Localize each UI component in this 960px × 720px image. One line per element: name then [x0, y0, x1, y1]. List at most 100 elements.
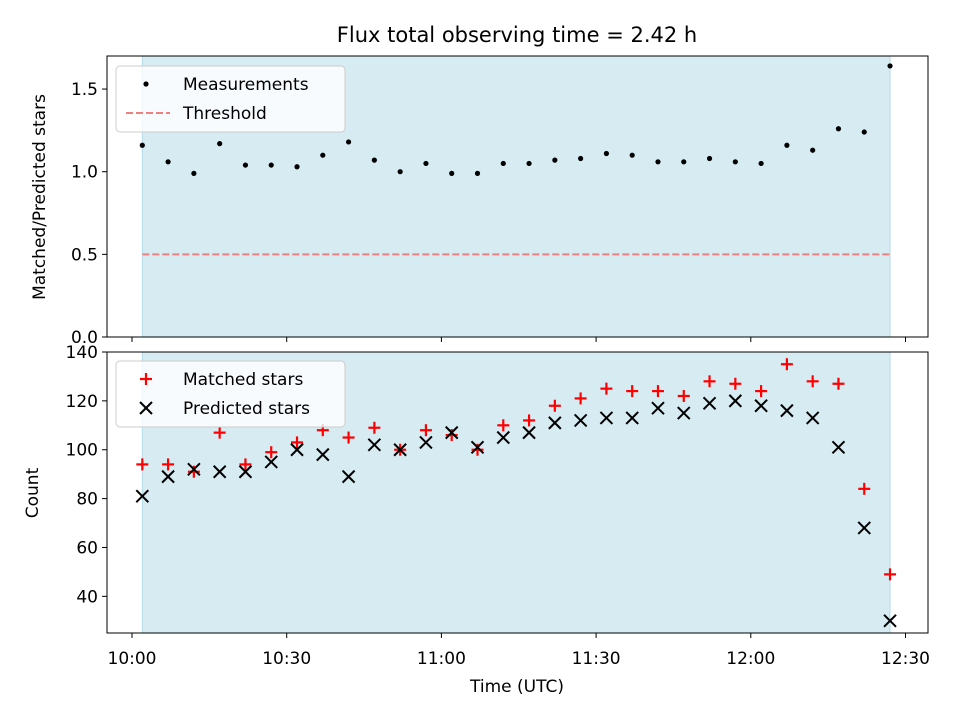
matched-star-point: [419, 424, 432, 437]
predicted-star-point: [316, 447, 330, 462]
matched-star-point: [651, 385, 664, 398]
bottom-y-tick-label: 60: [76, 538, 98, 558]
top-legend: Measurements Threshold: [115, 65, 346, 133]
top-y-axis-label: Matched/Predicted stars: [30, 94, 50, 300]
bottom-axes-frame: [106, 351, 929, 634]
predicted-star-point: [702, 396, 717, 411]
matched-star-point: [703, 375, 716, 388]
x-tick-label: 11:00: [417, 649, 466, 669]
measurement-point: [294, 164, 300, 170]
predicted-star-point: [264, 455, 278, 469]
predicted-star-point: [548, 416, 562, 430]
measurement-point: [603, 150, 610, 157]
top-y-tick-label: 0.5: [71, 245, 98, 265]
legend-threshold-label: Threshold: [182, 104, 267, 124]
predicted-star-point: [419, 435, 433, 450]
matched-star-point: [677, 389, 690, 402]
predicted-star-point: [496, 430, 510, 445]
predicted-star-point: [831, 440, 846, 455]
matched-star-point: [832, 377, 845, 390]
legend-predicted-marker: [139, 401, 153, 415]
bottom-y-axis-label: Count: [23, 467, 43, 518]
bottom-y-tick-label: 120: [66, 392, 98, 412]
top-legend-box: [115, 65, 346, 133]
predicted-star-point: [367, 438, 382, 452]
bottom-y-tick-label: 80: [76, 490, 98, 510]
top-y-tick-label: 1.0: [71, 163, 98, 183]
measurement-point: [732, 159, 738, 165]
predicted-star-point: [393, 443, 407, 457]
predicted-star-point: [445, 425, 459, 440]
measurement-point: [217, 141, 223, 147]
measurement-point: [706, 155, 713, 162]
predicted-star-point: [651, 401, 665, 415]
x-tick-label: 10:30: [262, 649, 311, 669]
predicted-star-point: [728, 394, 743, 408]
predicted-star-point: [677, 406, 691, 420]
chart-title: Flux total observing time = 2.42 h: [337, 23, 697, 47]
matched-star-point: [523, 414, 536, 427]
measurement-point: [397, 169, 403, 175]
matched-star-point: [445, 429, 458, 442]
predicted-star-point: [161, 469, 175, 484]
legend-predicted-label: Predicted stars: [183, 399, 310, 419]
measurement-point: [835, 126, 842, 132]
measurement-point: [655, 159, 661, 165]
matched-star-point: [600, 382, 613, 395]
measurement-point: [500, 160, 506, 167]
measurement-point: [268, 162, 274, 168]
bottom-y-tick-label: 100: [66, 441, 98, 461]
predicted-star-point: [573, 413, 588, 428]
matched-star-point: [729, 377, 742, 390]
measurement-point: [887, 63, 893, 69]
measurement-point: [552, 157, 558, 163]
predicted-star-point: [780, 403, 794, 418]
matched-star-point: [291, 436, 304, 449]
predicted-star-point: [187, 462, 201, 476]
legend-measurements-marker: [143, 81, 149, 87]
x-tick-label: 12:30: [881, 649, 930, 669]
measurement-point: [371, 157, 377, 163]
matched-star-point: [265, 446, 278, 459]
bottom-plot-area: 40 60 80 100 120 140 10:00 10:30 11:00 11:30 12:00…: [66, 343, 930, 669]
measurement-point: [423, 160, 429, 167]
x-axis-label: Time (UTC): [469, 677, 564, 697]
matched-star-point: [368, 421, 381, 434]
legend-matched-label: Matched stars: [183, 370, 303, 390]
bottom-legend-box: [115, 360, 346, 428]
matched-star-point: [755, 385, 768, 398]
measurement-point: [578, 155, 584, 162]
measurement-point: [320, 152, 326, 158]
predicted-star-point: [599, 411, 614, 425]
predicted-star-point: [212, 465, 227, 479]
legend-measurements-label: Measurements: [183, 75, 309, 95]
predicted-star-point: [135, 489, 150, 503]
matched-star-point: [187, 465, 200, 478]
predicted-star-point: [238, 465, 253, 479]
predicted-star-point: [470, 440, 485, 455]
matched-star-point: [497, 419, 510, 432]
matched-star-point: [780, 358, 793, 371]
measurement-point: [449, 170, 455, 176]
measurement-point: [810, 147, 816, 153]
top-axes-frame: [106, 55, 929, 338]
matched-star-point: [471, 443, 484, 456]
matched-star-point: [548, 399, 561, 412]
predicted-star-point: [857, 521, 871, 535]
predicted-star-point: [290, 443, 304, 457]
measurement-point: [861, 129, 867, 135]
x-tick-label: 11:30: [572, 649, 621, 669]
bottom-y-tick-label: 40: [76, 587, 98, 607]
matched-star-point: [884, 568, 897, 581]
measurement-point: [165, 159, 171, 165]
measurement-point: [681, 159, 687, 165]
matched-star-point: [626, 385, 639, 398]
measurement-point: [784, 142, 790, 148]
matched-star-point: [806, 375, 819, 388]
legend-matched-marker: [140, 373, 152, 385]
matched-star-point: [136, 458, 149, 471]
measurement-point: [191, 170, 197, 176]
matched-star-point: [239, 458, 252, 471]
predicted-star-point: [522, 425, 536, 440]
